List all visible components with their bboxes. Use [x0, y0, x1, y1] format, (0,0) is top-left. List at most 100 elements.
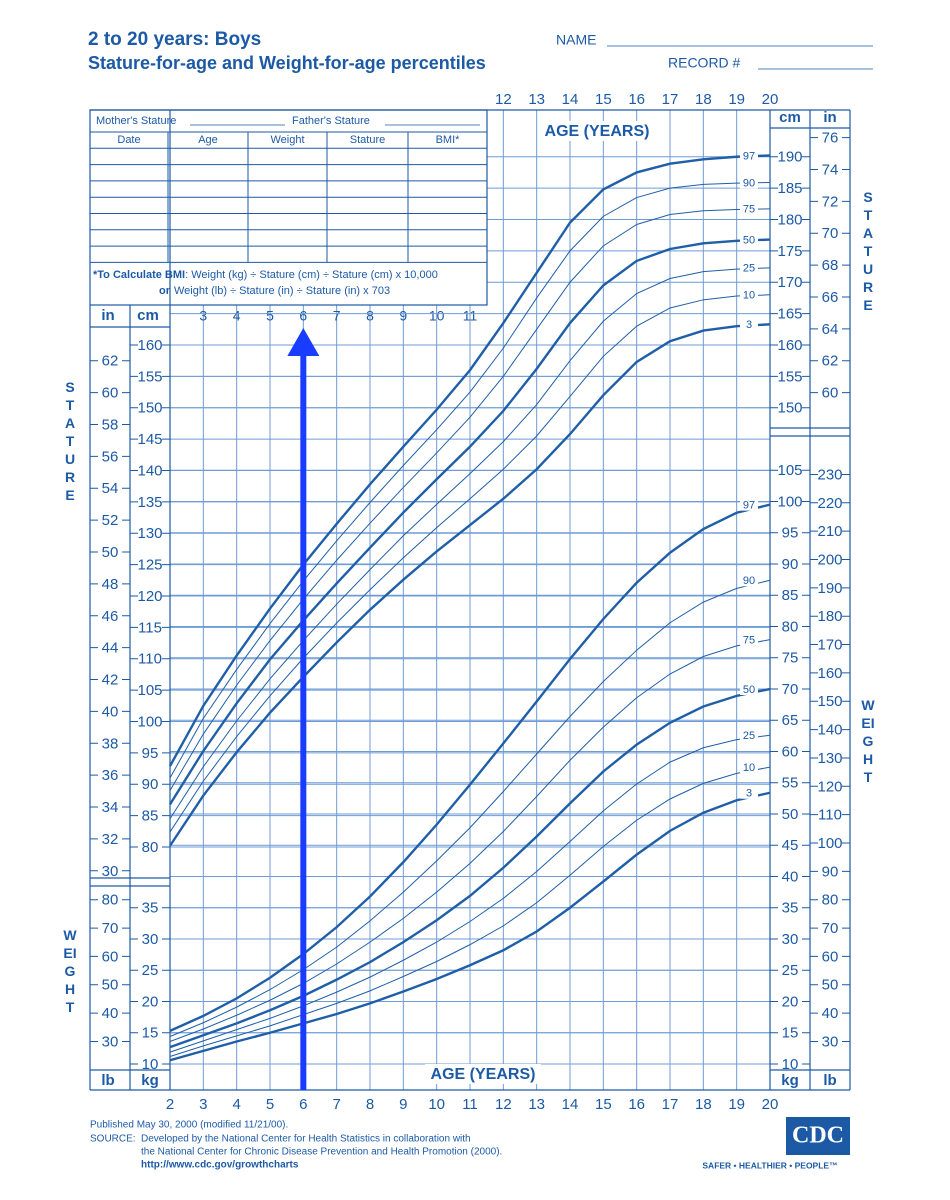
source-line: the National Center for Chronic Disease …	[141, 1147, 502, 1158]
tick-label-bg	[778, 181, 802, 196]
curve-label: 97	[743, 150, 755, 162]
unit-label: cm	[779, 109, 801, 126]
column-header: Age	[198, 134, 218, 146]
tick-label-bg	[98, 576, 122, 591]
y-tick-label: 145	[137, 431, 162, 448]
percentile-curve	[169, 208, 771, 791]
curve-label: 75	[743, 204, 755, 216]
bmi-note-text: Weight (lb) ÷ Stature (in) ÷ Stature (in…	[174, 285, 390, 297]
x-tick-label: 11	[462, 1096, 478, 1113]
tick-label-bg	[778, 838, 802, 853]
curve-label-bg	[740, 761, 758, 774]
y-tick-label: 36	[102, 767, 119, 784]
tick-label-bg	[818, 864, 842, 879]
y-tick-label: 75	[782, 650, 799, 667]
y-tick-label: 30	[782, 931, 799, 948]
tick-label-bg	[98, 608, 122, 623]
unit-label: in	[823, 109, 836, 126]
record-table	[89, 109, 488, 306]
tick-label-bg	[778, 338, 802, 352]
y-tick-label: 52	[102, 512, 119, 529]
y-tick-label: 130	[817, 750, 842, 767]
curve-label-bg	[740, 729, 758, 742]
published: Published May 30, 2000 (modified 11/21/0…	[90, 1120, 288, 1131]
x-tick-label: 5	[266, 1096, 274, 1113]
x-tick-label-mid: 8	[366, 308, 374, 324]
y-tick-label: 50	[102, 544, 119, 561]
y-tick-label: 10	[782, 1056, 799, 1073]
percentile-curve	[168, 154, 771, 767]
y-tick-label: 48	[102, 576, 119, 593]
tick-label-bg	[818, 1006, 842, 1021]
y-tick-label: 150	[777, 400, 802, 417]
bmi-note-bold: *To Calculate BMI	[93, 269, 185, 281]
x-tick-label-top: 18	[695, 91, 712, 108]
unit-label: lb	[101, 1072, 114, 1089]
curve-label: 97	[743, 500, 755, 512]
curve-label-bg	[740, 683, 758, 695]
tick-label-bg	[778, 557, 802, 571]
curve-label-bg	[740, 288, 758, 301]
y-tick-label: 66	[822, 289, 839, 306]
tick-label-bg	[138, 745, 162, 760]
x-tick-label-mid: 7	[333, 308, 341, 324]
percentile-curve	[169, 579, 771, 1037]
y-tick-label: 56	[102, 448, 119, 465]
y-tick-label: 15	[142, 1025, 159, 1042]
y-tick-label: 190	[777, 149, 802, 166]
y-tick-label: 40	[782, 868, 799, 885]
x-tick-label-mid: 10	[429, 308, 445, 324]
curve-label-bg	[740, 786, 758, 799]
y-tick-label: 180	[817, 608, 842, 625]
y-tick-label: 58	[102, 416, 119, 433]
column-header: Date	[117, 134, 140, 146]
tick-label-bg	[778, 932, 802, 946]
tick-label-bg	[818, 258, 842, 273]
y-tick-label: 185	[777, 180, 802, 197]
tick-label-bg	[778, 494, 802, 509]
x-tick-label-top: 15	[595, 91, 612, 108]
tick-label-bg	[138, 808, 162, 823]
tick-label-bg	[138, 1025, 162, 1040]
tick-label-bg	[818, 609, 842, 624]
y-tick-label: 80	[782, 618, 799, 635]
y-tick-label: 35	[782, 900, 799, 917]
x-tick-label: 6	[299, 1096, 307, 1113]
y-tick-label: 110	[138, 651, 162, 668]
x-tick-label: 7	[332, 1096, 340, 1113]
x-tick-label: 19	[728, 1096, 745, 1113]
tick-label-bg	[138, 651, 162, 666]
x-tick-label-top: 12	[495, 91, 512, 108]
y-tick-label: 72	[822, 193, 839, 210]
tick-label-bg	[778, 212, 802, 227]
x-tick-label: 18	[695, 1096, 712, 1113]
curve-label-bg	[740, 261, 758, 274]
curve-label: 25	[743, 263, 755, 275]
y-tick-label: 68	[822, 257, 839, 274]
y-tick-label: 40	[102, 1005, 119, 1022]
percentile-curve	[169, 294, 771, 833]
tick-label-bg	[778, 682, 802, 696]
y-tick-label: 230	[817, 466, 842, 483]
y-tick-label: 70	[822, 225, 839, 242]
y-tick-label: 25	[782, 962, 799, 979]
curve-label: 10	[743, 290, 755, 302]
percentile-curve	[169, 181, 771, 779]
unit-label: lb	[823, 1072, 836, 1089]
tick-label-bg	[818, 892, 842, 907]
source-label: SOURCE:	[90, 1134, 136, 1145]
curve-label-bg	[740, 633, 758, 646]
y-tick-label: 170	[777, 274, 802, 291]
x-tick-label-mid: 6	[299, 308, 307, 324]
tick-label-bg	[98, 417, 122, 432]
x-tick-label-top: 16	[628, 91, 645, 108]
bmi-note: or Weight (lb) ÷ Stature (in) ÷ Stature (…	[159, 285, 390, 297]
curve-label-bg	[740, 202, 758, 215]
y-tick-label: 120	[137, 588, 162, 605]
tick-label-bg	[138, 526, 162, 541]
name-label: NAME	[556, 32, 596, 48]
curve-label: 90	[743, 575, 755, 587]
tick-label-bg	[778, 807, 802, 821]
x-tick-label-top: 20	[762, 91, 779, 108]
